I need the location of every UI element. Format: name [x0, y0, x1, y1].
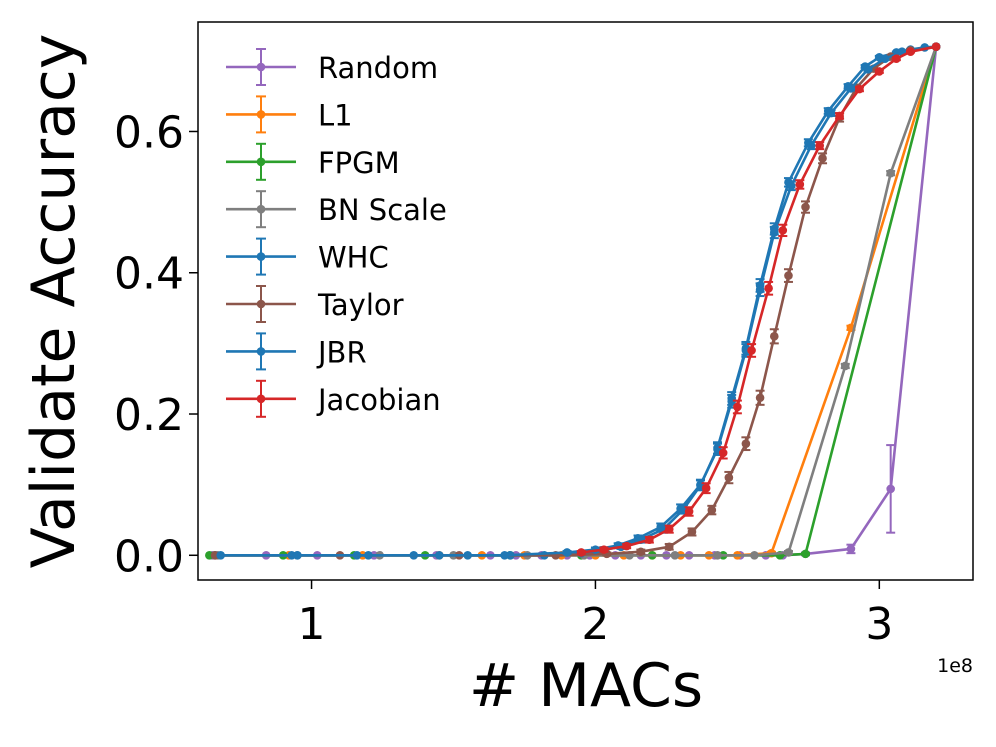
- legend: Random L1 FPGM BN Scale WHC Taylor JBR Jacobian: [226, 48, 447, 418]
- data-point-bn-scale: [750, 550, 759, 560]
- data-point-taylor: [741, 439, 751, 448]
- data-point-jbr: [755, 285, 765, 294]
- legend-marker-taylor: [256, 299, 266, 309]
- data-point-random: [846, 544, 856, 554]
- legend-marker-random: [256, 62, 266, 72]
- y-tick-label: 0.2: [114, 390, 184, 441]
- data-point-fpgm: [801, 549, 810, 559]
- plot-frame: [197, 21, 974, 581]
- legend-marker-bn-scale: [256, 204, 266, 214]
- series-jacobian: [576, 42, 941, 557]
- data-point-jbr: [293, 550, 302, 560]
- legend-label-taylor: Taylor: [317, 288, 404, 322]
- data-point-jbr: [656, 522, 666, 532]
- series-layer: [205, 42, 941, 560]
- legend-label-bn-scale: BN Scale: [318, 193, 447, 227]
- data-point-jbr: [562, 548, 572, 557]
- legend-marker-whc: [256, 252, 266, 261]
- data-point-jbr: [727, 396, 736, 406]
- legend-entry-fpgm: FPGM: [226, 142, 400, 181]
- legend-label-fpgm: FPGM: [318, 146, 400, 180]
- data-point-taylor: [664, 542, 674, 552]
- data-point-jacobian: [835, 111, 844, 121]
- y-tick-label: 0.6: [114, 107, 184, 158]
- data-point-jacobian: [576, 548, 586, 557]
- legend-label-jbr: JBR: [316, 335, 367, 369]
- data-point-taylor: [707, 505, 717, 515]
- data-point-jacobian: [892, 54, 901, 64]
- data-point-taylor: [818, 154, 827, 163]
- legend-marker-jacobian: [256, 394, 266, 404]
- data-point-jbr: [787, 181, 796, 191]
- legend-entry-jacobian: Jacobian: [226, 379, 441, 418]
- data-point-jacobian: [684, 507, 694, 516]
- data-point-jbr: [846, 84, 856, 93]
- x-axis-title: # MACs: [469, 651, 703, 721]
- x-tick-label: 3: [865, 599, 893, 650]
- data-point-jacobian: [855, 84, 864, 94]
- data-point-bn-scale: [713, 550, 722, 560]
- y-tick-label: 0.0: [114, 531, 184, 582]
- data-point-jacobian: [701, 483, 711, 493]
- data-point-jacobian: [778, 226, 788, 235]
- legend-marker-fpgm: [256, 157, 266, 167]
- legend-marker-l1: [256, 110, 266, 119]
- legend-marker-jbr: [256, 347, 266, 356]
- data-point-jbr: [216, 550, 226, 560]
- legend-label-whc: WHC: [318, 241, 389, 275]
- data-point-jbr: [880, 54, 890, 64]
- data-point-jbr: [364, 550, 373, 560]
- data-point-jacobian: [795, 180, 805, 189]
- data-point-bn-scale: [840, 361, 850, 371]
- data-point-jacobian: [664, 524, 674, 534]
- data-point-jacobian: [906, 47, 915, 56]
- legend-entry-l1: L1: [226, 95, 353, 134]
- data-point-taylor: [784, 271, 793, 280]
- legend-label-jacobian: Jacobian: [316, 383, 441, 417]
- data-point-taylor: [769, 332, 779, 341]
- data-point-jacobian: [747, 346, 756, 355]
- axes-layer: 1 2 3 0.0 0.2 0.4 0.6: [114, 107, 893, 650]
- data-point-jacobian: [931, 42, 941, 52]
- data-point-taylor: [755, 393, 765, 403]
- data-point-jbr: [435, 550, 444, 560]
- data-point-random: [886, 484, 895, 494]
- data-point-jacobian: [733, 402, 742, 412]
- data-point-jbr: [863, 65, 873, 74]
- data-point-taylor: [801, 202, 810, 212]
- x-tick-label: 1: [298, 599, 326, 650]
- data-point-bn-scale: [886, 168, 895, 178]
- legend-label-l1: L1: [318, 98, 353, 132]
- x-scale-label: 1e8: [937, 655, 973, 677]
- data-point-jbr: [806, 141, 816, 150]
- legend-entry-whc: WHC: [226, 237, 389, 276]
- data-point-taylor: [687, 527, 697, 537]
- series-fpgm: [205, 42, 941, 560]
- data-point-jbr: [633, 534, 643, 543]
- legend-entry-jbr: JBR: [226, 332, 367, 371]
- data-point-bn-scale: [784, 548, 793, 557]
- data-point-jacobian: [599, 545, 609, 554]
- data-point-jacobian: [815, 141, 825, 150]
- legend-entry-taylor: Taylor: [226, 285, 404, 323]
- data-point-jacobian: [875, 67, 884, 76]
- data-point-jbr: [826, 108, 836, 118]
- data-point-taylor: [636, 547, 646, 557]
- legend-entry-random: Random: [226, 48, 438, 86]
- data-point-jbr: [676, 504, 685, 513]
- data-point-jacobian: [764, 283, 773, 293]
- data-point-jbr: [500, 550, 509, 560]
- legend-entry-bn-scale: BN Scale: [226, 190, 447, 229]
- data-point-jbr: [769, 228, 779, 237]
- y-tick-label: 0.4: [114, 249, 184, 300]
- legend-label-random: Random: [318, 51, 438, 85]
- data-point-taylor: [724, 473, 734, 482]
- y-axis-title: Validate Accuracy: [19, 34, 89, 569]
- x-tick-label: 2: [581, 599, 609, 650]
- data-point-jacobian: [622, 541, 631, 551]
- data-point-bn-scale: [670, 550, 680, 560]
- data-point-jacobian: [718, 448, 728, 458]
- data-point-jacobian: [645, 535, 654, 545]
